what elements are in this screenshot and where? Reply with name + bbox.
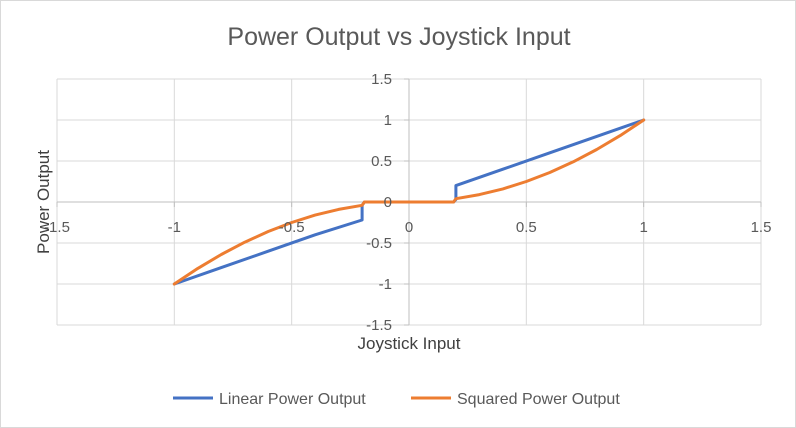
x-tick-label-3: 0 xyxy=(405,219,413,236)
x-tick-label-2: -0.5 xyxy=(279,219,305,236)
x-tick-label-0: -1.5 xyxy=(44,219,70,236)
tick-labels: -1.5 -1 -0.5 0 0.5 1 1.5 1.5 1 0.5 0 -0.5 -1 -1.5 xyxy=(44,71,771,334)
x-tick-label-5: 1 xyxy=(639,219,647,236)
x-axis-label: Joystick Input xyxy=(358,334,461,353)
chart-title: Power Output vs Joystick Input xyxy=(227,23,570,51)
y-tick-label-5: -1 xyxy=(379,276,392,293)
series-lines xyxy=(172,118,646,286)
legend-label-linear: Linear Power Output xyxy=(219,391,366,408)
y-tick-label-6: -1.5 xyxy=(366,317,392,334)
y-tick-label-2: 0.5 xyxy=(371,153,392,170)
legend: Linear Power Output Squared Power Output xyxy=(173,391,620,408)
x-tick-label-4: 0.5 xyxy=(516,219,537,236)
legend-label-squared: Squared Power Output xyxy=(457,391,620,408)
series-line-1 xyxy=(172,118,646,286)
y-tick-label-3: 0 xyxy=(384,194,392,211)
x-tick-label-1: -1 xyxy=(168,219,181,236)
y-tick-label-1: 1 xyxy=(384,112,392,129)
y-tick-label-4: -0.5 xyxy=(366,235,392,252)
y-tick-label-0: 1.5 xyxy=(371,71,392,88)
y-axis-label: Power Output xyxy=(34,150,53,254)
x-tick-label-6: 1.5 xyxy=(751,219,772,236)
